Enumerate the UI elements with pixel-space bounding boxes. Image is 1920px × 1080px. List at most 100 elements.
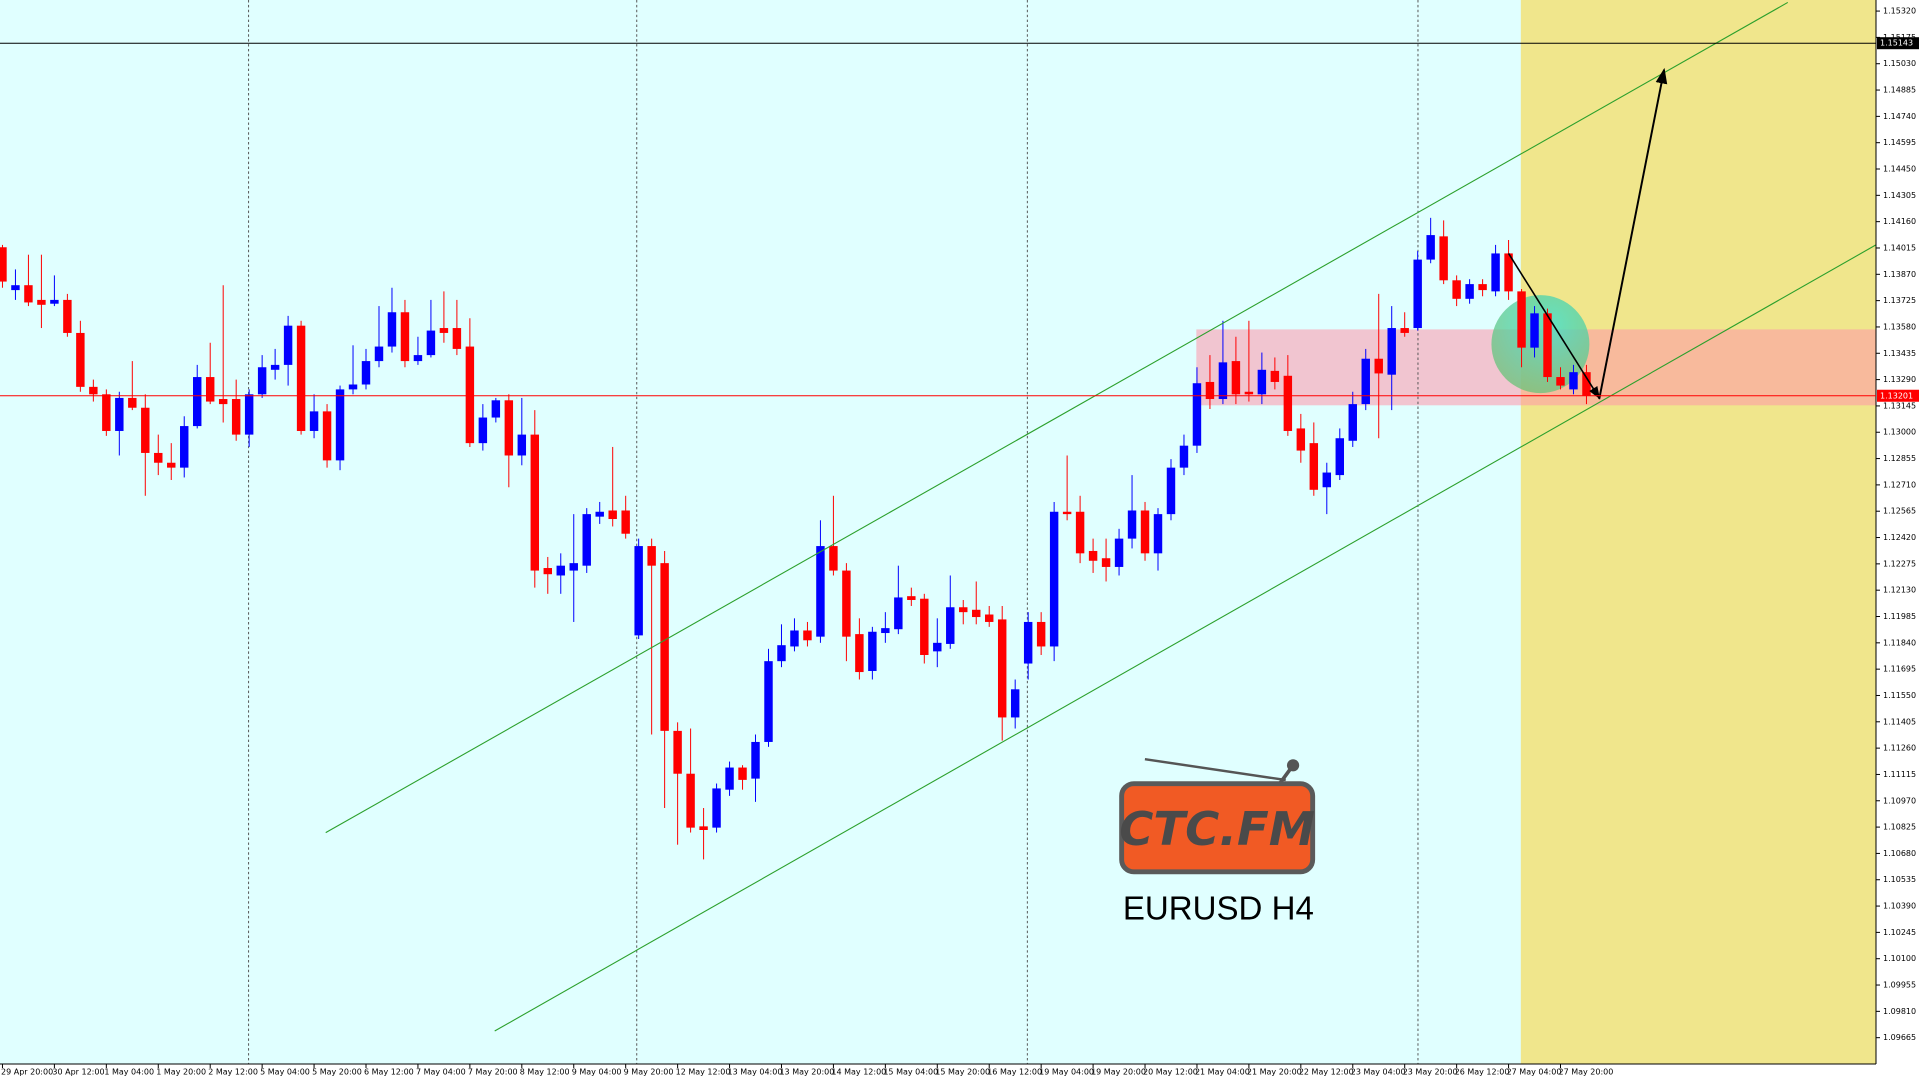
candle-body [997,619,1007,718]
candle-body [1283,375,1293,431]
candle-body [1270,370,1280,382]
candle-body [1465,284,1474,299]
y-tick-label: 1.13725 [1883,296,1916,305]
candle-body [335,389,345,461]
candle-body [1361,358,1370,405]
candle-body [1309,443,1319,490]
y-tick-label: 1.13435 [1883,349,1916,358]
x-tick-label: 7 May 20:00 [468,1068,518,1077]
candle-body [777,645,786,662]
candle-body [712,788,721,828]
candle-body [1049,511,1059,647]
y-tick-label: 1.14160 [1883,217,1916,226]
y-tick-label: 1.14450 [1883,165,1916,174]
candle-body [816,546,825,637]
x-tick-label: 23 May 20:00 [1403,1068,1458,1077]
y-tick-label: 1.10680 [1883,849,1916,858]
x-tick-label: 16 May 12:00 [987,1068,1042,1077]
chart-title: EURUSD H4 [1123,891,1314,928]
x-tick-label: 21 May 04:00 [1195,1068,1250,1077]
candle-body [63,299,72,333]
candle-body [660,563,669,731]
y-tick-label: 1.15320 [1883,7,1916,16]
candle-body [738,767,747,780]
y-tick-label: 1.12855 [1883,454,1916,463]
candle-body [699,826,708,830]
candle-body [102,394,111,431]
candle-body [491,400,501,418]
y-tick-label: 1.10825 [1883,823,1916,832]
x-tick-label: 9 May 04:00 [572,1068,622,1077]
candle-body [530,434,540,571]
candle-body [231,399,241,435]
price-label: 1.15143 [1880,39,1913,48]
channel-lower [494,244,1877,1032]
candle-body [959,607,968,613]
highlight-circle [1491,295,1590,394]
y-tick-label: 1.11115 [1883,770,1916,779]
candle-body [309,411,319,431]
y-tick-label: 1.13145 [1883,401,1916,410]
candle-body [24,285,33,303]
candle-body [154,452,163,463]
x-tick-label: 15 May 20:00 [935,1068,990,1077]
x-tick-label: 13 May 04:00 [728,1068,783,1077]
arrow-down [1507,253,1601,400]
candle-body [1543,313,1552,378]
candle-body [76,332,85,387]
candle-body [218,399,228,405]
x-tick-label: 9 May 20:00 [624,1068,674,1077]
candle-body [894,597,903,630]
x-tick-label: 6 May 12:00 [364,1068,414,1077]
y-tick-label: 1.13870 [1883,270,1916,279]
candle-body [1140,510,1150,554]
y-tick-label: 1.13290 [1883,375,1916,384]
candle-body [855,634,864,673]
y-tick-label: 1.11985 [1883,612,1916,621]
background-drawings [0,0,1876,1065]
candle-body [725,767,734,790]
y-tick-label: 1.10100 [1883,954,1916,963]
candle-body [1439,236,1448,281]
candle-body [1322,472,1332,488]
x-tick-label: 1 May 20:00 [156,1068,206,1077]
candle-body [1569,372,1578,390]
y-tick-label: 1.12565 [1883,507,1916,516]
candle-body [1179,445,1189,468]
candle-body [972,609,981,618]
y-tick-label: 1.11550 [1883,691,1916,700]
candle-body [11,285,20,291]
x-tick-label: 30 Apr 12:00 [52,1068,104,1077]
candle-body [1491,253,1500,292]
candle-body [686,773,695,828]
candle-body [1062,511,1072,515]
candle-body [283,325,293,365]
price-label-box [1877,389,1919,402]
candle-body [244,394,254,435]
candle-body [569,563,578,571]
y-tick-label: 1.11405 [1883,717,1916,726]
candle-body [348,384,358,390]
candle-body [115,397,124,431]
candle-body [946,607,955,644]
candle-body [452,328,462,349]
candle-body [465,346,475,444]
candle-body [128,397,137,408]
candle-body [180,426,189,468]
candle-body [1088,550,1098,561]
y-tick-label: 1.10970 [1883,796,1916,805]
plot-area [0,217,1591,860]
y-tick-label: 1.11260 [1883,744,1916,753]
x-tick-label: 14 May 12:00 [831,1068,886,1077]
candle-body [374,346,384,362]
y-tick-label: 1.09810 [1883,1007,1916,1016]
candle-body [1218,362,1228,400]
period-separators [248,0,1419,1065]
candle-body [920,598,929,655]
candle-body [985,614,994,622]
logo: CTC.FM [1119,757,1316,875]
candle-body [89,386,98,395]
candle-body [37,299,46,305]
candle-body [1231,361,1241,395]
